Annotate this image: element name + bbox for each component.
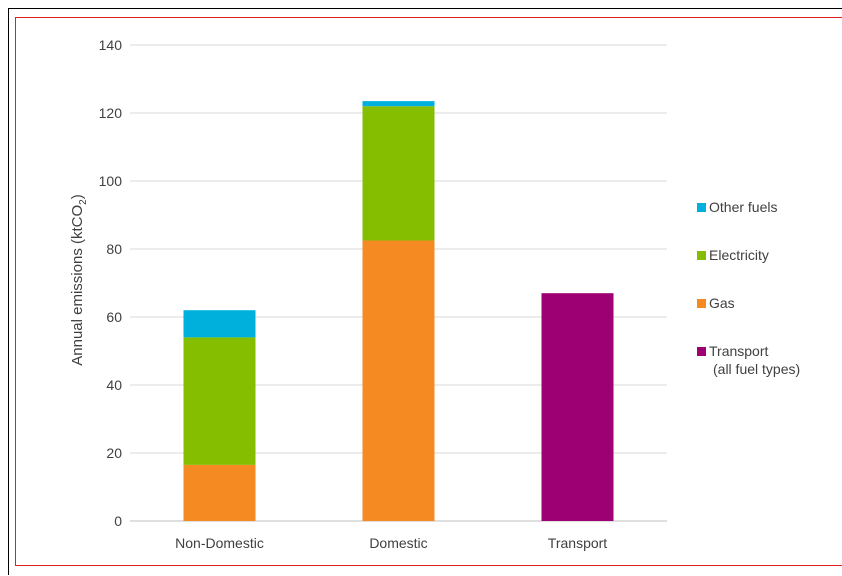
y-tick-label: 80	[106, 241, 122, 257]
y-tick-label: 0	[114, 513, 122, 529]
legend-swatch	[697, 251, 706, 260]
x-axis-ticks: Non-Domestic Domestic Transport	[175, 535, 607, 551]
bar-segment-gas	[362, 240, 435, 521]
legend-label: Other fuels	[709, 199, 777, 215]
legend-label: (all fuel types)	[713, 361, 800, 377]
legend-label: Transport	[709, 343, 769, 359]
y-axis-title-suffix: )	[69, 194, 86, 199]
y-tick-label: 140	[99, 37, 123, 53]
bars	[183, 101, 614, 521]
y-axis-ticks: 0 20 40 60 80 100 120 140	[99, 37, 123, 529]
legend: Other fuels Electricity Gas Transport (all f…	[697, 199, 800, 377]
y-tick-label: 60	[106, 309, 122, 325]
y-tick-label: 120	[99, 105, 123, 121]
x-tick-label: Domestic	[369, 535, 427, 551]
legend-swatch	[697, 203, 706, 212]
y-tick-label: 20	[106, 445, 122, 461]
y-axis-title: Annual emissions (ktCO2)	[69, 194, 89, 365]
y-tick-label: 100	[99, 173, 123, 189]
bar-segment-electricity	[362, 106, 435, 241]
bar-segment-transport	[541, 293, 614, 521]
legend-label: Electricity	[709, 247, 769, 263]
y-tick-label: 40	[106, 377, 122, 393]
legend-swatch	[697, 299, 706, 308]
bar-segment-electricity	[183, 337, 256, 465]
y-axis-title-subscript: 2	[78, 199, 89, 205]
bar-segment-other-fuels	[183, 310, 256, 338]
chart-frame	[15, 17, 842, 566]
x-tick-label: Non-Domestic	[175, 535, 264, 551]
bar-segment-other-fuels	[362, 101, 435, 107]
outer-frame	[8, 8, 842, 575]
legend-label: Gas	[709, 295, 735, 311]
legend-swatch	[697, 347, 706, 356]
y-axis-title-main: Annual emissions (ktCO	[69, 205, 86, 366]
bar-segment-gas	[183, 464, 256, 521]
x-tick-label: Transport	[548, 535, 608, 551]
